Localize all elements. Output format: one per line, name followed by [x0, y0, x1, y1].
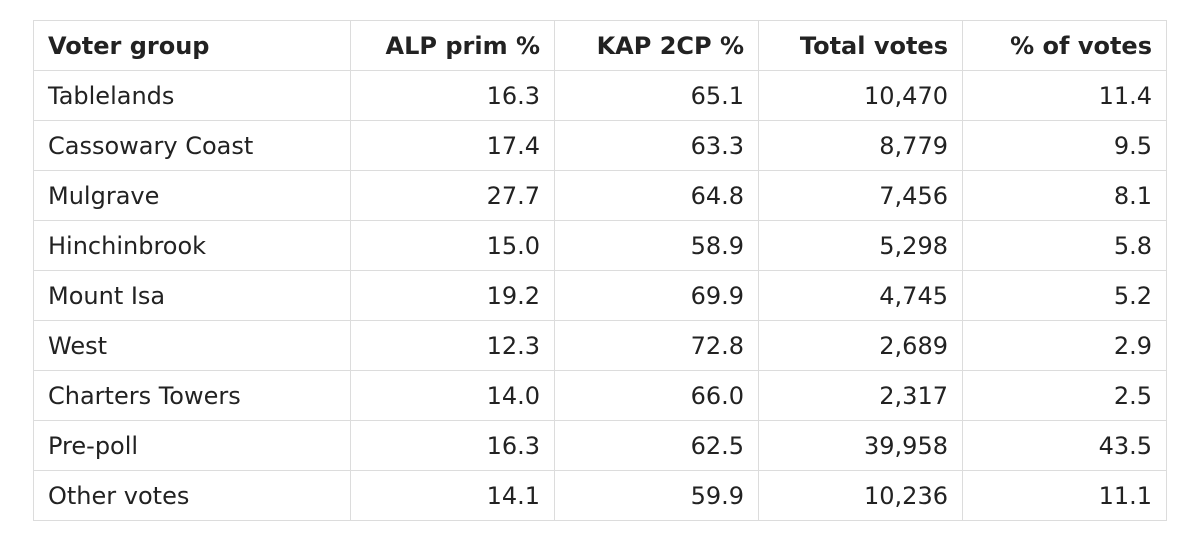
cell-percent-of-votes: 11.1	[962, 470, 1167, 521]
cell-voter-group: Mulgrave	[33, 170, 351, 221]
cell-kap-2cp: 64.8	[554, 170, 759, 221]
cell-voter-group: Mount Isa	[33, 270, 351, 321]
table-row: Charters Towers 14.0 66.0 2,317 2.5	[33, 370, 1167, 421]
cell-voter-group: Other votes	[33, 470, 351, 521]
cell-kap-2cp: 69.9	[554, 270, 759, 321]
cell-kap-2cp: 63.3	[554, 120, 759, 171]
cell-alp-prim: 27.7	[350, 170, 555, 221]
cell-percent-of-votes: 8.1	[962, 170, 1167, 221]
cell-voter-group: Cassowary Coast	[33, 120, 351, 171]
table-row: Tablelands 16.3 65.1 10,470 11.4	[33, 70, 1167, 121]
table-row: Mulgrave 27.7 64.8 7,456 8.1	[33, 170, 1167, 221]
cell-voter-group: Charters Towers	[33, 370, 351, 421]
cell-percent-of-votes: 2.5	[962, 370, 1167, 421]
cell-percent-of-votes: 11.4	[962, 70, 1167, 121]
cell-percent-of-votes: 9.5	[962, 120, 1167, 171]
cell-alp-prim: 16.3	[350, 70, 555, 121]
column-header-alp-prim: ALP prim %	[350, 20, 555, 71]
cell-total-votes: 2,317	[758, 370, 963, 421]
cell-percent-of-votes: 5.2	[962, 270, 1167, 321]
cell-percent-of-votes: 2.9	[962, 320, 1167, 371]
cell-total-votes: 8,779	[758, 120, 963, 171]
column-header-percent-of-votes: % of votes	[962, 20, 1167, 71]
table-row: West 12.3 72.8 2,689 2.9	[33, 320, 1167, 371]
cell-alp-prim: 14.0	[350, 370, 555, 421]
column-header-voter-group: Voter group	[33, 20, 351, 71]
column-header-kap-2cp: KAP 2CP %	[554, 20, 759, 71]
table-header-row: Voter group ALP prim % KAP 2CP % Total v…	[33, 20, 1167, 71]
cell-kap-2cp: 59.9	[554, 470, 759, 521]
cell-alp-prim: 14.1	[350, 470, 555, 521]
table-row: Hinchinbrook 15.0 58.9 5,298 5.8	[33, 220, 1167, 271]
cell-total-votes: 10,470	[758, 70, 963, 121]
cell-total-votes: 39,958	[758, 420, 963, 471]
table-container: Voter group ALP prim % KAP 2CP % Total v…	[33, 20, 1167, 521]
table-row: Cassowary Coast 17.4 63.3 8,779 9.5	[33, 120, 1167, 171]
cell-percent-of-votes: 5.8	[962, 220, 1167, 271]
cell-alp-prim: 16.3	[350, 420, 555, 471]
cell-total-votes: 10,236	[758, 470, 963, 521]
cell-alp-prim: 17.4	[350, 120, 555, 171]
cell-kap-2cp: 66.0	[554, 370, 759, 421]
cell-voter-group: Tablelands	[33, 70, 351, 121]
cell-kap-2cp: 65.1	[554, 70, 759, 121]
cell-kap-2cp: 58.9	[554, 220, 759, 271]
cell-kap-2cp: 72.8	[554, 320, 759, 371]
cell-voter-group: West	[33, 320, 351, 371]
voter-group-table: Voter group ALP prim % KAP 2CP % Total v…	[33, 20, 1167, 521]
column-header-total-votes: Total votes	[758, 20, 963, 71]
cell-kap-2cp: 62.5	[554, 420, 759, 471]
table-row: Other votes 14.1 59.9 10,236 11.1	[33, 470, 1167, 521]
cell-alp-prim: 15.0	[350, 220, 555, 271]
cell-alp-prim: 12.3	[350, 320, 555, 371]
table-row: Mount Isa 19.2 69.9 4,745 5.2	[33, 270, 1167, 321]
cell-percent-of-votes: 43.5	[962, 420, 1167, 471]
cell-voter-group: Pre-poll	[33, 420, 351, 471]
table-row: Pre-poll 16.3 62.5 39,958 43.5	[33, 420, 1167, 471]
cell-total-votes: 4,745	[758, 270, 963, 321]
cell-total-votes: 2,689	[758, 320, 963, 371]
cell-alp-prim: 19.2	[350, 270, 555, 321]
cell-total-votes: 7,456	[758, 170, 963, 221]
cell-voter-group: Hinchinbrook	[33, 220, 351, 271]
cell-total-votes: 5,298	[758, 220, 963, 271]
